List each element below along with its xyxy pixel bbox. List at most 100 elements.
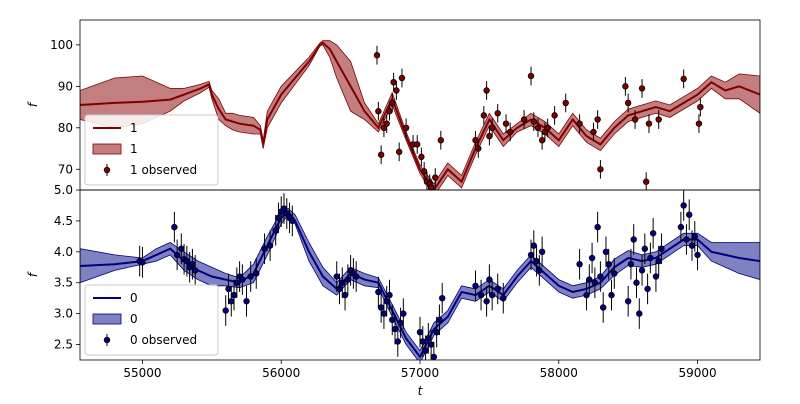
top-observed-point [502, 114, 510, 134]
x-axis-label: t [418, 384, 424, 398]
bot-legend-marker-swatch [103, 336, 111, 344]
bot-observed-point [647, 242, 654, 274]
bot-observed-marker [638, 267, 646, 274]
bot-y-tick-label: 4.5 [54, 214, 73, 228]
bottom-x-ticks: 55000 56000 57000 58000 59000 [123, 360, 717, 380]
top-observed-point [551, 106, 558, 125]
bot-observed-point [591, 267, 599, 299]
bot-observed-point [641, 233, 649, 265]
bot-observed-point [638, 255, 646, 286]
top-observed-marker [432, 174, 439, 181]
bot-observed-point [594, 211, 601, 243]
bot-observed-point [680, 190, 687, 221]
bot-observed-marker [239, 276, 246, 283]
top-observed-point [643, 172, 650, 190]
bot-y-tick-label: 4.0 [54, 245, 73, 259]
bot-observed-point [472, 270, 479, 302]
top-observed-marker [562, 99, 569, 107]
bot-observed-marker [605, 260, 612, 268]
top-observed-marker [643, 178, 650, 185]
bot-observed-point [422, 335, 429, 360]
bot-observed-marker [677, 223, 685, 231]
bot-observed-marker [655, 257, 662, 265]
bot-observed-marker [527, 251, 535, 259]
bot-observed-marker [233, 279, 241, 286]
bot-observed-point [383, 285, 390, 317]
bot-observed-marker [191, 267, 199, 274]
top-legend-box [84, 114, 219, 186]
bot-observed-point [253, 258, 260, 289]
bot-observed-marker [386, 291, 393, 299]
bot-observed-marker [352, 273, 360, 280]
top-observed-point [483, 81, 490, 100]
bot-observed-point [394, 326, 401, 357]
bot-observed-marker [602, 248, 610, 256]
bot-legend-label: 0 [130, 312, 138, 326]
top-observed-point [494, 103, 501, 123]
bot-observed-point [261, 233, 268, 265]
top-legend: 1 1 1 observed [84, 114, 219, 186]
bot-observed-point [430, 341, 438, 360]
top-observed-point [520, 110, 528, 129]
bot-observed-point [400, 298, 407, 329]
top-observed-marker [695, 120, 703, 127]
top-observed-marker [534, 124, 542, 132]
bot-observed-marker [624, 298, 632, 305]
bot-legend-entry: 0 [93, 291, 138, 305]
top-observed-point [420, 161, 428, 181]
top-observed-marker [377, 151, 385, 158]
top-plot-area [80, 40, 760, 190]
bot-observed-point [536, 255, 543, 286]
bot-observed-point [386, 279, 393, 311]
bot-observed-marker [344, 276, 352, 283]
bot-observed-point [636, 298, 643, 329]
bot-observed-point [627, 248, 635, 280]
bot-observed-point [630, 224, 637, 255]
bot-observed-marker [433, 328, 440, 336]
top-observed-marker [475, 145, 482, 152]
bot-observed-marker [380, 310, 388, 317]
bot-observed-marker [647, 254, 654, 262]
top-observed-point [418, 147, 425, 167]
bot-observed-marker [336, 285, 343, 293]
bot-observed-point [586, 264, 593, 295]
bot-observed-marker [644, 285, 651, 293]
bot-observed-marker [641, 245, 649, 252]
top-observed-marker [655, 116, 662, 123]
x-tick-label: 56000 [262, 366, 300, 380]
top-observed-point [393, 81, 400, 100]
bot-observed-marker [427, 341, 435, 348]
top-observed-point [590, 122, 597, 142]
bot-observed-marker [649, 230, 657, 237]
bot-observed-point [677, 211, 685, 243]
bot-observed-point [243, 285, 250, 317]
top-observed-point [597, 159, 604, 179]
top-observed-marker [486, 132, 493, 140]
bot-observed-point [652, 261, 660, 292]
bot-observed-marker [339, 279, 346, 286]
top-observed-marker [483, 87, 490, 94]
top-observed-marker [624, 99, 632, 107]
bot-observed-marker [477, 291, 485, 299]
top-observed-point [534, 118, 542, 138]
bot-observed-marker [394, 338, 401, 345]
bot-observed-marker [243, 298, 250, 305]
bot-observed-marker [375, 288, 382, 296]
bot-observed-marker [397, 319, 404, 327]
top-observed-point [373, 45, 381, 65]
bot-observed-marker [253, 270, 260, 277]
top-observed-marker [420, 168, 428, 175]
bot-observed-marker [658, 245, 665, 252]
top-y-tick-label: 100 [50, 38, 73, 52]
bottom-y-ticks: 2.5 3.0 3.5 4.0 4.5 5.0 [54, 183, 80, 352]
bot-observed-marker [597, 273, 604, 280]
top-observed-point [594, 110, 601, 129]
top-observed-point [432, 168, 439, 187]
top-observed-marker [437, 137, 445, 144]
top-observed-point [437, 130, 445, 150]
top-observed-marker [538, 137, 546, 144]
top-legend-entry: 1 [92, 142, 138, 156]
bot-observed-marker [472, 282, 479, 290]
top-observed-marker [390, 78, 397, 86]
